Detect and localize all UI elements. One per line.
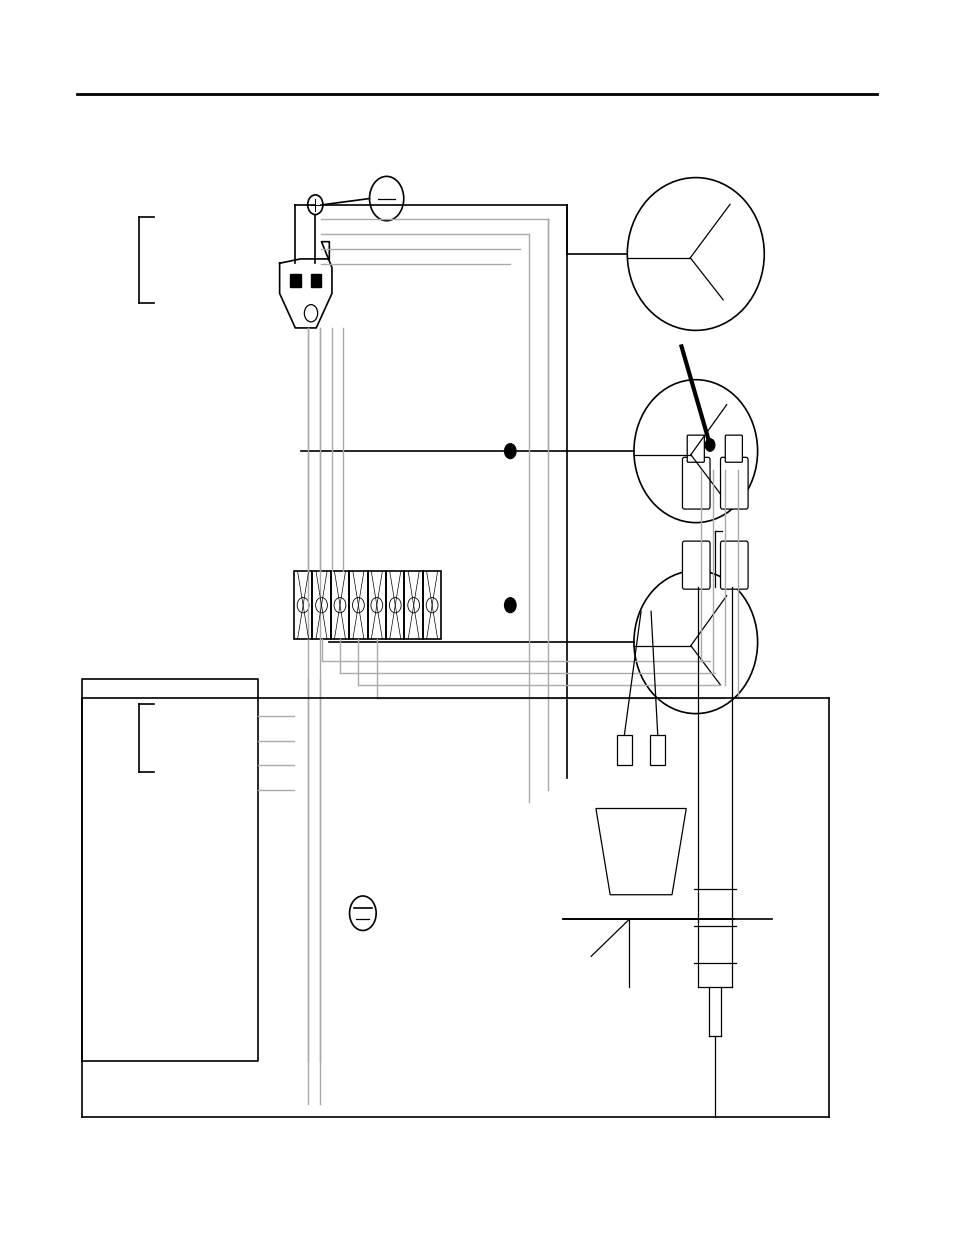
Polygon shape <box>311 274 321 288</box>
FancyBboxPatch shape <box>724 435 741 462</box>
FancyBboxPatch shape <box>720 457 747 509</box>
Circle shape <box>504 443 516 458</box>
Polygon shape <box>290 274 300 288</box>
Bar <box>649 735 664 766</box>
FancyBboxPatch shape <box>681 541 709 589</box>
FancyBboxPatch shape <box>686 435 703 462</box>
Circle shape <box>504 598 516 613</box>
FancyBboxPatch shape <box>720 541 747 589</box>
Bar <box>617 735 632 766</box>
Circle shape <box>704 438 714 451</box>
FancyBboxPatch shape <box>681 457 709 509</box>
